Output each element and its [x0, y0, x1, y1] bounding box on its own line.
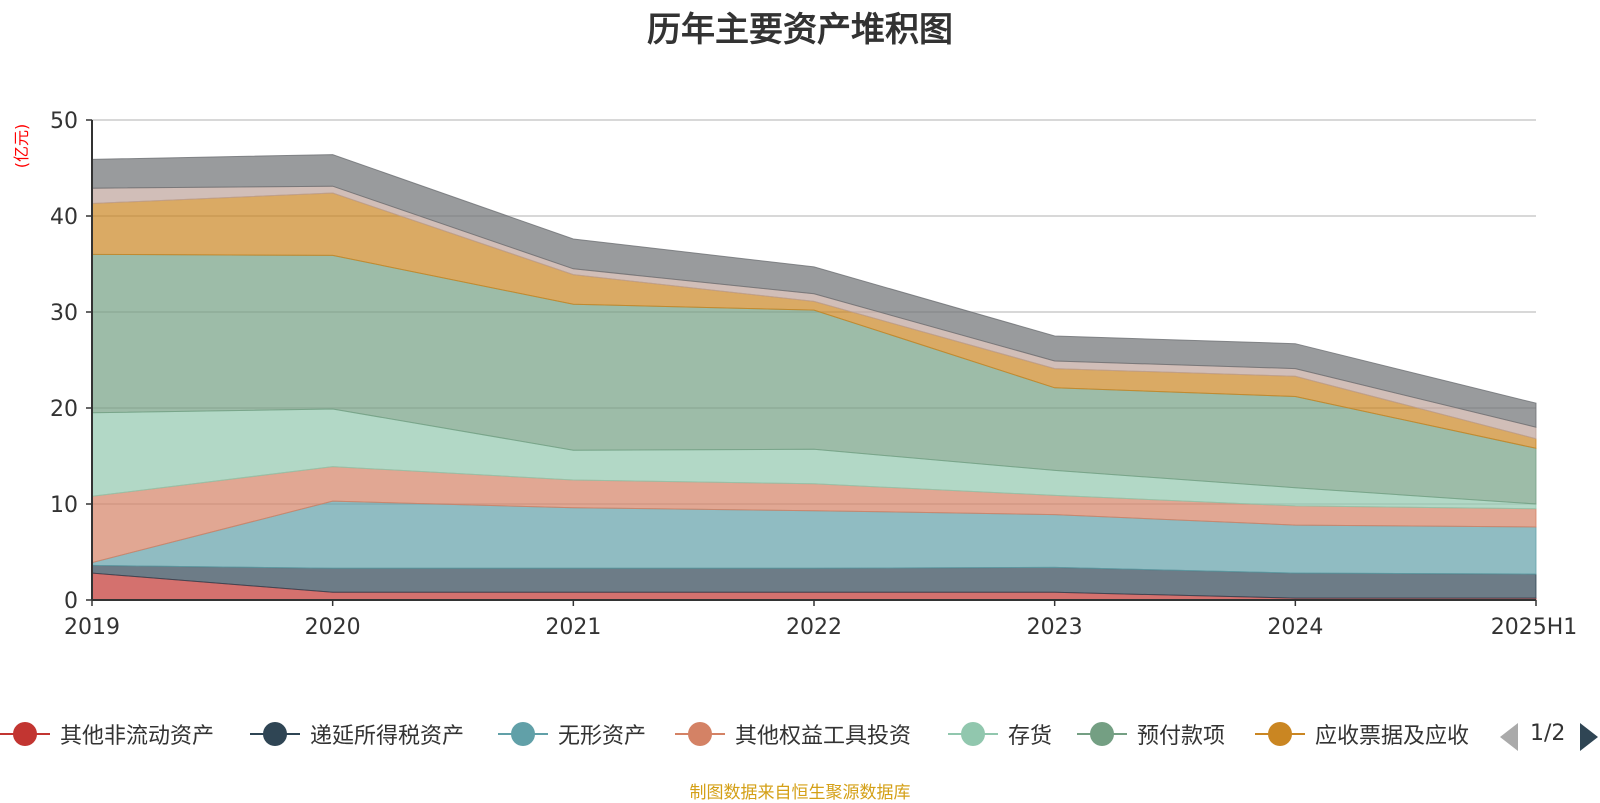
y-tick-label: 30	[50, 301, 78, 326]
legend-marker-icon	[1077, 718, 1127, 750]
legend-marker-icon	[498, 718, 548, 750]
legend-item[interactable]: 其他非流动资产	[0, 718, 214, 750]
legend-item[interactable]: 存货	[948, 718, 1052, 750]
x-tick-label: 2023	[1027, 615, 1083, 640]
legend-label: 预付款项	[1137, 724, 1226, 749]
legend-next-arrow-icon[interactable]	[1580, 723, 1598, 751]
legend-prev-arrow-icon[interactable]	[1500, 723, 1518, 751]
legend-pager: 1/2	[1500, 718, 1600, 751]
legend: 其他非流动资产 递延所得税资产 无形资产 其他权益工具投资 存货 预付款项 应收票据及应收	[0, 718, 1600, 750]
legend-marker-icon	[948, 718, 998, 750]
x-tick-label: 2019	[64, 615, 120, 640]
chart-plot: 0 10 20 30 40 50 2019 2020 2021 2022 2023 2024 2025H…	[12, 109, 1578, 640]
y-tick-label: 40	[50, 205, 78, 230]
legend-label: 递延所得税资产	[310, 724, 465, 749]
legend-label: 应收票据及应收	[1315, 724, 1470, 749]
x-tick-label: 2021	[545, 615, 601, 640]
y-tick-label: 50	[50, 109, 78, 134]
legend-marker-icon	[1255, 718, 1305, 750]
area-series-8[interactable]	[91, 154, 1537, 428]
y-axis-label: (亿元)	[12, 124, 31, 169]
legend-label: 其他权益工具投资	[735, 724, 912, 749]
legend-label: 其他非流动资产	[60, 724, 215, 749]
legend-item[interactable]: 无形资产	[498, 718, 646, 750]
legend-label: 无形资产	[558, 724, 647, 749]
legend-marker-icon	[675, 718, 725, 750]
legend-item[interactable]: 预付款项	[1077, 718, 1225, 750]
legend-item[interactable]: 应收票据及应收	[1255, 718, 1469, 750]
legend-marker-icon	[0, 718, 50, 750]
legend-item[interactable]: 递延所得税资产	[250, 718, 464, 750]
x-tick-label: 2024	[1267, 615, 1323, 640]
legend-page-indicator: 1/2	[1530, 721, 1566, 746]
y-tick-label: 20	[50, 397, 78, 422]
source-note: 制图数据来自恒生聚源数据库	[689, 783, 911, 803]
y-tick-label: 10	[50, 493, 78, 518]
legend-label: 存货	[1008, 724, 1053, 749]
y-tick-label: 0	[64, 589, 78, 614]
x-tick-label: 2020	[305, 615, 361, 640]
x-tick-label: 2025H1	[1491, 615, 1578, 640]
legend-marker-icon	[250, 718, 300, 750]
x-tick-label: 2022	[786, 615, 842, 640]
chart-title: 历年主要资产堆积图	[647, 10, 953, 50]
legend-item[interactable]: 其他权益工具投资	[675, 718, 911, 750]
